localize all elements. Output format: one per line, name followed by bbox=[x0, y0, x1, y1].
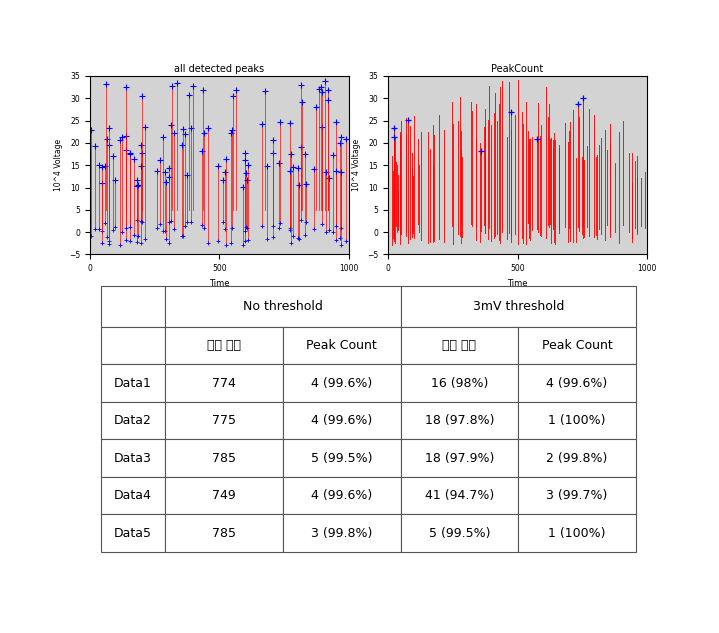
Bar bbox=[101, 515, 165, 552]
Bar bbox=[165, 439, 283, 477]
Text: 1 (100%): 1 (100%) bbox=[549, 527, 606, 540]
Text: 4 (99.6%): 4 (99.6%) bbox=[311, 377, 372, 389]
Text: Peak Count: Peak Count bbox=[541, 339, 613, 352]
Text: 775: 775 bbox=[212, 414, 236, 427]
Title: all detected peaks: all detected peaks bbox=[175, 64, 265, 74]
Text: 3 (99.7%): 3 (99.7%) bbox=[546, 489, 608, 502]
Bar bbox=[400, 286, 636, 327]
Text: 3 (99.8%): 3 (99.8%) bbox=[311, 527, 372, 540]
Bar bbox=[283, 477, 400, 515]
Bar bbox=[165, 402, 283, 439]
Text: Data1: Data1 bbox=[114, 377, 152, 389]
Bar bbox=[101, 327, 165, 364]
Text: 18 (97.9%): 18 (97.9%) bbox=[425, 451, 494, 465]
Bar bbox=[283, 439, 400, 477]
Bar bbox=[518, 327, 636, 364]
Text: 785: 785 bbox=[212, 527, 236, 540]
Text: Data2: Data2 bbox=[114, 414, 152, 427]
Text: 774: 774 bbox=[212, 377, 236, 389]
Bar bbox=[101, 477, 165, 515]
Text: 749: 749 bbox=[212, 489, 236, 502]
Text: 4 (99.6%): 4 (99.6%) bbox=[546, 377, 608, 389]
Bar bbox=[283, 402, 400, 439]
Bar bbox=[165, 286, 400, 327]
Text: 785: 785 bbox=[212, 451, 236, 465]
Text: 4 (99.6%): 4 (99.6%) bbox=[311, 489, 372, 502]
Text: No threshold: No threshold bbox=[243, 300, 323, 313]
Text: Data4: Data4 bbox=[114, 489, 152, 502]
Text: 5 (99.5%): 5 (99.5%) bbox=[311, 451, 372, 465]
Text: Peak Count: Peak Count bbox=[306, 339, 377, 352]
Bar bbox=[400, 364, 518, 402]
Bar bbox=[101, 439, 165, 477]
Title: PeakCount: PeakCount bbox=[491, 64, 544, 74]
Bar bbox=[101, 364, 165, 402]
Bar bbox=[283, 515, 400, 552]
Text: 41 (94.7%): 41 (94.7%) bbox=[425, 489, 494, 502]
Text: 기존 방법: 기존 방법 bbox=[442, 339, 477, 352]
Bar bbox=[518, 439, 636, 477]
Text: 4 (99.6%): 4 (99.6%) bbox=[311, 414, 372, 427]
Bar bbox=[400, 402, 518, 439]
Text: Data5: Data5 bbox=[114, 527, 152, 540]
Text: 18 (97.8%): 18 (97.8%) bbox=[425, 414, 494, 427]
Bar bbox=[165, 364, 283, 402]
Text: 5 (99.5%): 5 (99.5%) bbox=[429, 527, 490, 540]
Text: 1 (100%): 1 (100%) bbox=[549, 414, 606, 427]
Bar bbox=[283, 327, 400, 364]
Bar bbox=[283, 364, 400, 402]
Text: 3mV threshold: 3mV threshold bbox=[472, 300, 564, 313]
X-axis label: Time: Time bbox=[209, 279, 229, 288]
Bar bbox=[101, 286, 165, 327]
Text: 16 (98%): 16 (98%) bbox=[431, 377, 488, 389]
Bar bbox=[400, 327, 518, 364]
Y-axis label: 10^4 Voltage: 10^4 Voltage bbox=[352, 139, 362, 191]
Bar bbox=[165, 477, 283, 515]
Bar bbox=[518, 477, 636, 515]
Bar bbox=[165, 327, 283, 364]
Bar bbox=[400, 477, 518, 515]
Bar bbox=[101, 402, 165, 439]
Text: 2 (99.8%): 2 (99.8%) bbox=[546, 451, 608, 465]
Bar bbox=[518, 402, 636, 439]
Bar bbox=[400, 515, 518, 552]
Bar bbox=[518, 515, 636, 552]
Bar bbox=[165, 515, 283, 552]
Bar bbox=[518, 364, 636, 402]
Text: 기존 방법: 기존 방법 bbox=[207, 339, 241, 352]
Y-axis label: 10^4 Voltage: 10^4 Voltage bbox=[55, 139, 63, 191]
Bar bbox=[400, 439, 518, 477]
Text: Data3: Data3 bbox=[114, 451, 152, 465]
X-axis label: Time: Time bbox=[508, 279, 528, 288]
